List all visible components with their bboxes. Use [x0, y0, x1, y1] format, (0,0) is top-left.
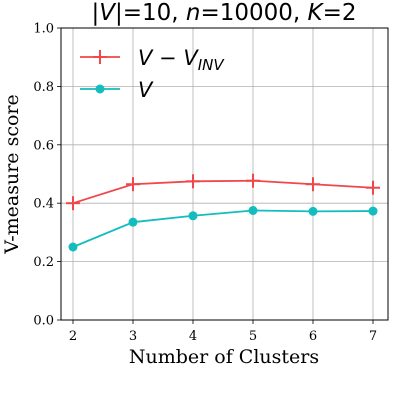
series-line-1	[72, 209, 374, 248]
data-point	[186, 174, 200, 189]
data-point	[126, 177, 140, 192]
title-part: =2	[323, 0, 357, 26]
x-tick-label: 2	[69, 329, 77, 344]
x-tick-label: 5	[249, 329, 257, 344]
data-point	[366, 180, 380, 195]
x-tick-label: 6	[309, 329, 317, 344]
legend-entry: V	[138, 78, 154, 102]
data-point	[68, 242, 78, 252]
title-part: K	[308, 0, 325, 26]
ticks: 2 3 4 5 6 7 0.0 0.2 0.4 0.6 0.8 1.0	[33, 22, 377, 345]
data-point	[188, 211, 198, 221]
y-tick-label: 0.2	[33, 255, 54, 270]
x-tick-label: 4	[189, 329, 197, 344]
y-tick-label: 1.0	[33, 22, 54, 37]
legend-marker	[95, 84, 105, 94]
data-point	[308, 206, 318, 216]
y-tick-label: 0.8	[33, 80, 54, 95]
data-point	[248, 206, 258, 215]
legend-text-main: V	[138, 46, 154, 70]
y-tick-label: 0.6	[33, 138, 54, 153]
legend-text-rest: − V	[152, 46, 199, 70]
title-part: V	[99, 0, 117, 26]
x-tick-label: 7	[369, 329, 377, 344]
title-part: =10000,	[200, 0, 307, 26]
y-tick-label: 0.4	[33, 197, 54, 212]
data-point	[66, 196, 80, 211]
x-tick-label: 3	[129, 329, 137, 344]
x-axis-label: Number of Clusters	[129, 346, 319, 368]
plot-frame	[60, 27, 389, 321]
series-line-0	[72, 179, 374, 205]
data-point	[306, 177, 320, 192]
legend-marker	[93, 50, 107, 64]
y-tick-label: 0.0	[33, 314, 54, 329]
title-part: |	[91, 0, 99, 26]
legend-text-sub: INV	[198, 56, 226, 74]
data-point	[246, 173, 260, 188]
title-part: |=10,	[115, 0, 186, 26]
y-axis-label: V-measure score	[1, 94, 23, 255]
legend-text-main: V	[138, 78, 154, 102]
grid	[61, 27, 388, 321]
series-layer	[66, 173, 380, 252]
data-point	[128, 217, 138, 227]
chart-title: |V|=10, n=10000, K=2	[91, 0, 356, 26]
title-part: n	[186, 0, 201, 26]
data-point	[368, 206, 378, 216]
legend-entry: V − VINV	[138, 46, 225, 74]
